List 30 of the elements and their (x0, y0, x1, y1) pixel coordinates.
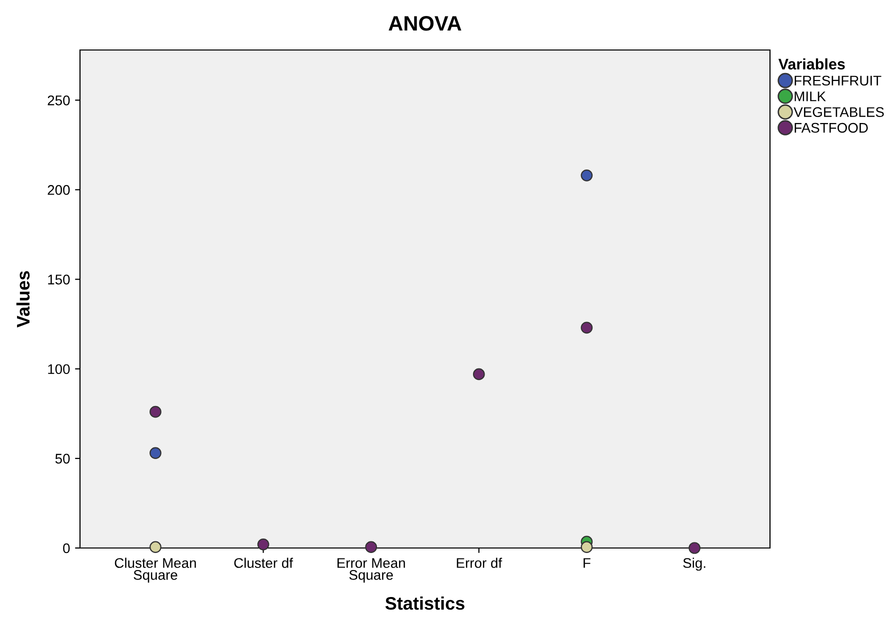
point (580, 169, 593, 182)
chart-title: ANOVA (388, 16, 462, 31)
legend-label: FASTFOOD (794, 122, 868, 133)
y-tick-label: 200 (48, 185, 70, 195)
legend-title: Variables (778, 58, 845, 70)
point (150, 541, 162, 554)
y-tick-label: 50 (55, 454, 70, 464)
y-tick-label: 150 (48, 274, 70, 284)
point (365, 541, 378, 554)
legend-label: VEGETABLES (794, 107, 884, 118)
point (472, 368, 485, 380)
y-tick-label: 250 (48, 95, 70, 106)
x-tick-label: Cluster df (234, 558, 294, 568)
x-tick-label: Sig. (683, 558, 706, 571)
x-tick-label: F (584, 558, 590, 568)
legend-label: FRESHFRUIT (794, 76, 882, 86)
x-axis-title: Statistics (385, 596, 464, 610)
point (150, 447, 162, 459)
point (257, 538, 270, 550)
x-tick-label: Error df (456, 558, 502, 568)
legend-label: MILK (794, 92, 826, 102)
point (688, 542, 700, 554)
x-tick-label: Cluster Mean Square (114, 558, 196, 583)
point (150, 406, 162, 418)
point (580, 322, 593, 334)
y-tick-label: 0 (63, 543, 70, 554)
y-axis-title: Values (16, 271, 30, 328)
x-tick-label: Error Mean Square (338, 558, 405, 583)
y-tick-label: 100 (48, 364, 70, 374)
point (580, 541, 593, 554)
